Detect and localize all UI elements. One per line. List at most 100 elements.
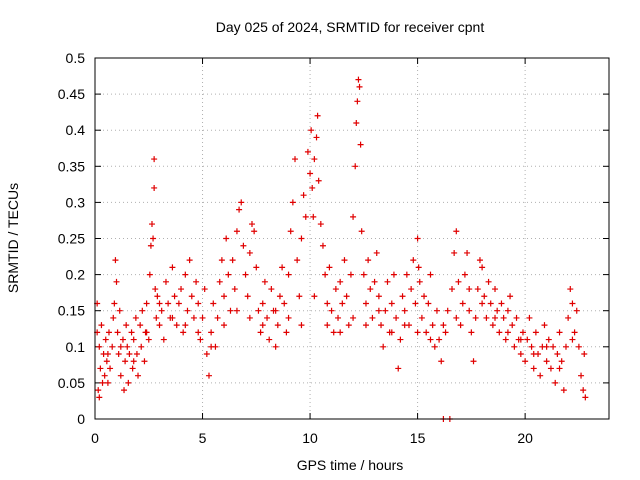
data-point [314,112,321,119]
data-point [451,249,458,256]
data-point [195,329,202,336]
data-point [216,278,223,285]
data-point [474,286,481,293]
data-point [195,300,202,307]
data-point [337,329,344,336]
data-point [582,394,589,401]
data-point [356,83,363,90]
data-point [121,387,128,394]
data-point [156,300,163,307]
data-point [302,213,309,220]
data-point [571,329,578,336]
y-tick-label: 0 [77,411,85,427]
data-point [524,336,531,343]
data-point [153,314,160,321]
data-point [556,365,563,372]
data-point [496,329,503,336]
data-point [397,336,404,343]
data-point [287,228,294,235]
data-point [184,307,191,314]
data-point [103,358,110,365]
data-point [268,286,275,293]
data-point [390,271,397,278]
data-point [148,221,155,228]
data-point [255,307,262,314]
data-point [238,199,245,206]
data-point [210,300,217,307]
data-point [160,336,167,343]
data-point [547,365,554,372]
data-point [393,314,400,321]
data-point [117,372,124,379]
data-point [517,336,524,343]
data-point [178,286,185,293]
data-point [261,278,268,285]
data-point [485,278,492,285]
data-point [240,242,247,249]
data-point [468,329,475,336]
data-point [580,387,587,394]
data-point [569,336,576,343]
data-point [205,372,212,379]
data-point [272,343,279,350]
data-point [360,271,367,278]
data-point [513,314,520,321]
data-point [154,293,161,300]
data-point [357,141,364,148]
data-point [367,286,374,293]
data-point [117,343,124,350]
data-point [502,336,509,343]
data-point [449,286,456,293]
data-point [307,170,314,177]
data-point [175,300,182,307]
data-point [552,379,559,386]
data-point [565,314,572,321]
data-point [126,351,133,358]
data-point [285,271,292,278]
data-point [119,336,126,343]
data-point [416,278,423,285]
data-point [504,329,511,336]
y-tick-label: 0.15 [58,303,85,319]
data-point [541,322,548,329]
data-point [125,379,132,386]
data-point [223,235,230,242]
data-point [343,293,350,300]
data-point [410,257,417,264]
data-point [104,351,111,358]
data-point [197,336,204,343]
y-tick-label: 0.4 [66,122,86,138]
data-point [139,307,146,314]
data-point [193,278,200,285]
data-point [156,322,163,329]
data-point [472,314,479,321]
data-point [257,329,264,336]
data-point [221,322,228,329]
data-points [94,76,589,422]
data-point [378,322,385,329]
data-point [380,343,387,350]
data-point [101,372,108,379]
data-point [415,264,422,271]
data-point [431,343,438,350]
data-point [558,358,565,365]
data-point [429,322,436,329]
data-point [251,228,258,235]
data-point [259,322,266,329]
data-point [545,336,552,343]
data-point [218,257,225,264]
data-point [350,213,357,220]
data-point [152,286,159,293]
data-point [124,343,131,350]
data-point [412,300,419,307]
x-tick-label: 20 [517,430,533,446]
data-point [162,278,169,285]
data-point [442,329,449,336]
data-point [337,278,344,285]
data-point [517,351,524,358]
data-point [453,314,460,321]
data-point [562,343,569,350]
x-tick-label: 15 [410,430,426,446]
data-point [567,286,574,293]
